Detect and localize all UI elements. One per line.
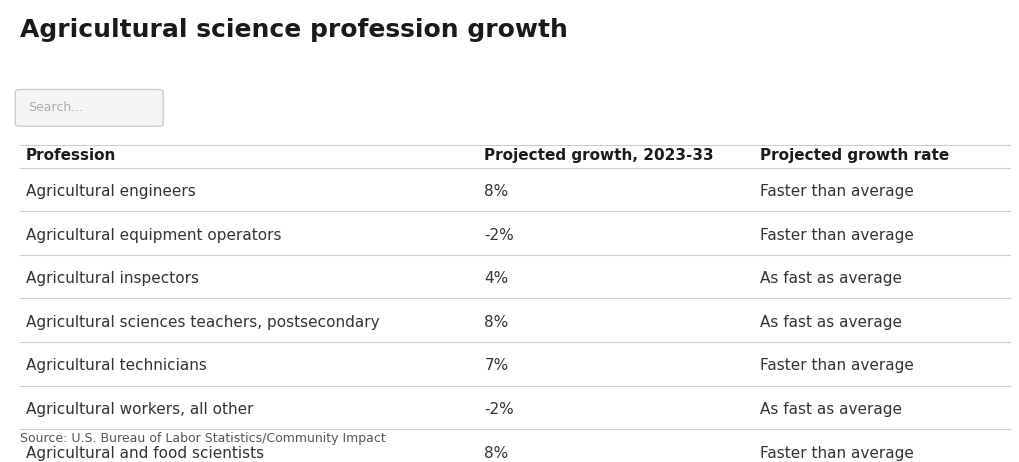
Text: 8%: 8%: [484, 315, 508, 330]
Text: Faster than average: Faster than average: [759, 446, 913, 461]
Text: 8%: 8%: [484, 184, 508, 199]
Text: Faster than average: Faster than average: [759, 184, 913, 199]
FancyBboxPatch shape: [15, 90, 163, 126]
Text: 7%: 7%: [484, 359, 508, 373]
Text: 4%: 4%: [484, 271, 508, 286]
Text: Agricultural equipment operators: Agricultural equipment operators: [25, 228, 280, 243]
Text: Faster than average: Faster than average: [759, 228, 913, 243]
Text: -2%: -2%: [484, 228, 514, 243]
Text: Agricultural workers, all other: Agricultural workers, all other: [25, 402, 253, 417]
Text: Projected growth, 2023-33: Projected growth, 2023-33: [484, 148, 713, 163]
Text: Projected growth rate: Projected growth rate: [759, 148, 949, 163]
Text: Source: U.S. Bureau of Labor Statistics/Community Impact: Source: U.S. Bureau of Labor Statistics/…: [20, 432, 386, 445]
Text: Faster than average: Faster than average: [759, 359, 913, 373]
Text: As fast as average: As fast as average: [759, 402, 901, 417]
Text: Agricultural sciences teachers, postsecondary: Agricultural sciences teachers, postseco…: [25, 315, 379, 330]
Text: 8%: 8%: [484, 446, 508, 461]
Text: Search...: Search...: [29, 101, 84, 115]
Text: As fast as average: As fast as average: [759, 315, 901, 330]
Text: Agricultural engineers: Agricultural engineers: [25, 184, 195, 199]
Text: As fast as average: As fast as average: [759, 271, 901, 286]
Text: Agricultural technicians: Agricultural technicians: [25, 359, 206, 373]
Text: Agricultural and food scientists: Agricultural and food scientists: [25, 446, 263, 461]
Text: Agricultural science profession growth: Agricultural science profession growth: [20, 18, 568, 43]
Text: Agricultural inspectors: Agricultural inspectors: [25, 271, 199, 286]
Text: -2%: -2%: [484, 402, 514, 417]
Text: Profession: Profession: [25, 148, 116, 163]
